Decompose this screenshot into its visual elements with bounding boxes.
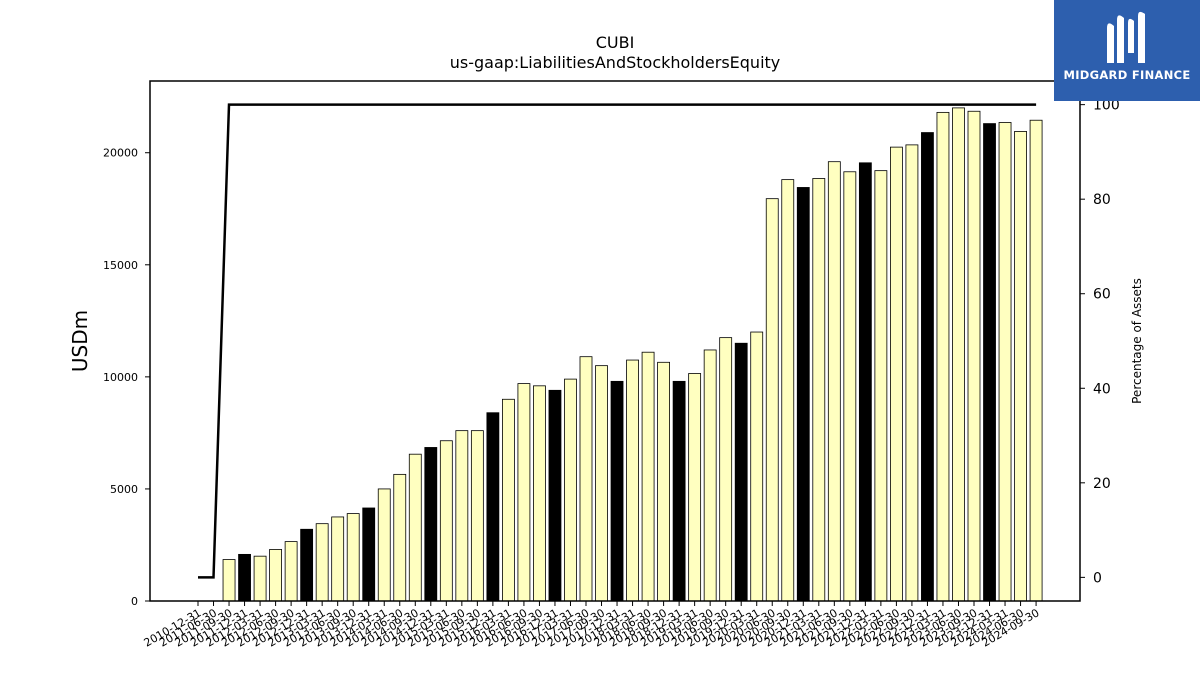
bar-2018-09-30	[657, 361, 670, 602]
bar-2022-09-30	[905, 144, 919, 602]
bar-2020-03-31	[750, 331, 764, 602]
bar-2016-12-31	[548, 389, 562, 602]
bar-2011-12-31	[238, 553, 251, 602]
bar-2021-09-30	[843, 171, 857, 602]
y2-tick-label: 40	[1093, 381, 1111, 397]
bar-2017-06-30	[579, 356, 593, 602]
bar-2013-09-30	[346, 513, 360, 602]
y-tick-label: 15000	[103, 259, 138, 272]
y-tick-label: 10000	[103, 371, 138, 384]
bar-2020-06-30	[765, 198, 779, 602]
bar-2017-03-31	[564, 378, 577, 602]
y2-axis-label: Percentage of Assets	[1130, 278, 1144, 404]
bar-2012-09-30	[284, 541, 298, 602]
y-tick-label: 5000	[110, 483, 138, 496]
bar-2018-12-31	[672, 380, 686, 602]
bar-2015-09-30	[470, 430, 484, 602]
bar-2023-12-31	[983, 123, 996, 602]
bar-2018-06-30	[641, 351, 655, 602]
bar-2017-09-30	[595, 365, 608, 602]
bar-2022-03-31	[874, 170, 888, 602]
chart-subtitle: us-gaap:LiabilitiesAndStockholdersEquity	[450, 53, 781, 72]
bar-2024-09-30	[1029, 119, 1043, 602]
bar-2023-06-30	[952, 107, 965, 602]
chart-title: CUBI	[596, 33, 635, 52]
bar-2016-09-30	[533, 385, 546, 602]
y2-tick-label: 100	[1093, 98, 1120, 114]
bar-2017-12-31	[610, 380, 624, 602]
bar-2020-12-31	[796, 187, 810, 602]
bar-2019-06-30	[703, 349, 717, 602]
y-axis-label: USDm	[68, 310, 92, 372]
percentage-series	[198, 103, 1037, 579]
bar-2024-06-30	[1014, 131, 1027, 602]
midgard-logo-icon	[1107, 11, 1145, 63]
bar-2014-09-30	[408, 453, 422, 602]
bar-2013-06-30	[331, 516, 345, 602]
bar-2018-03-31	[626, 359, 639, 602]
x-axis: 2010-12-312011-06-302011-09-302011-12-31…	[142, 601, 1042, 650]
bar-2021-12-31	[858, 162, 872, 602]
bar-2014-06-30	[393, 473, 407, 602]
y2-tick-label: 60	[1093, 287, 1111, 303]
bar-2021-06-30	[827, 161, 841, 602]
bar-2015-06-30	[455, 430, 469, 602]
y2-tick-label: 80	[1093, 192, 1111, 208]
bar-2012-06-30	[269, 549, 283, 602]
bar-2021-03-31	[812, 178, 826, 602]
bar-2014-12-31	[424, 447, 438, 602]
bar-2016-03-31	[501, 398, 515, 602]
bar-2020-09-30	[781, 179, 795, 602]
bar-2015-03-31	[439, 440, 453, 602]
bar-2013-03-31	[315, 523, 329, 602]
bar-2012-12-31	[300, 528, 314, 602]
brand-name: MIDGARD FINANCE	[1063, 68, 1191, 82]
plot-frame	[149, 80, 1081, 602]
bar-2015-12-31	[486, 412, 500, 602]
bar-2023-03-31	[936, 111, 950, 602]
bar-2023-09-30	[967, 110, 981, 602]
bar-2014-03-31	[377, 488, 391, 602]
y-axis: 0 5000 10000 15000 20000	[103, 147, 150, 608]
bar-2011-09-30	[222, 559, 236, 602]
bar-2024-03-31	[998, 122, 1012, 602]
bar-2022-12-31	[921, 132, 934, 602]
bar-2019-09-30	[719, 337, 733, 602]
bar-series	[222, 107, 1043, 602]
y2-tick-label: 0	[1093, 570, 1102, 586]
y2-tick-label: 20	[1093, 476, 1111, 492]
bar-2019-12-31	[734, 342, 748, 602]
bar-2013-12-31	[362, 507, 376, 602]
bar-2022-06-30	[890, 146, 903, 602]
bar-2012-03-31	[253, 555, 267, 602]
brand-logo: MIDGARD FINANCE	[1054, 0, 1200, 101]
bar-2019-03-31	[688, 373, 702, 602]
y-tick-label: 20000	[103, 147, 138, 160]
y2-axis: 0 20 40 60 80 100	[1080, 98, 1120, 586]
bar-2016-06-30	[517, 383, 531, 602]
y-tick-label: 0	[131, 595, 138, 608]
percentage-line	[198, 103, 1037, 579]
